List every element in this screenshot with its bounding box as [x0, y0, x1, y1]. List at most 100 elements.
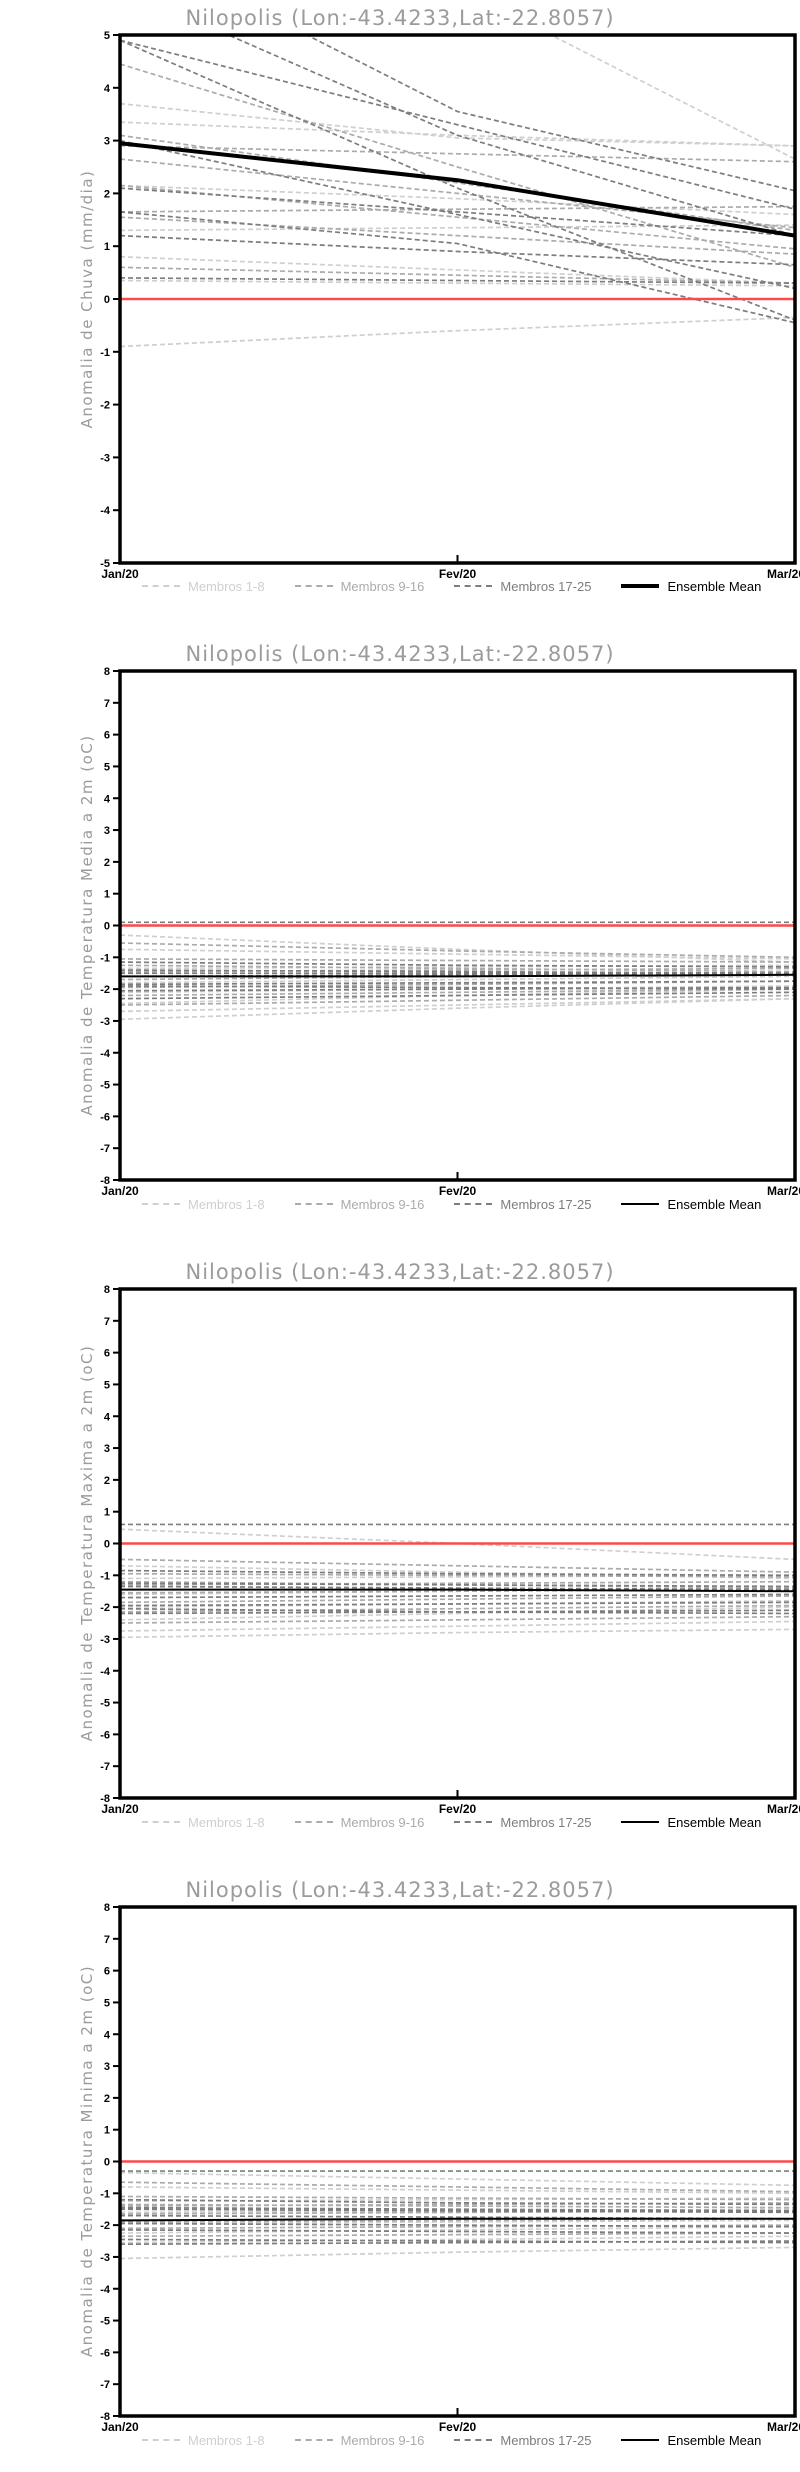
member-line — [120, 1601, 795, 1607]
member-line — [120, 134, 795, 232]
legend-item-members-9-16: Membros 9-16 — [294, 579, 424, 594]
y-tick-label: 7 — [104, 1316, 110, 1328]
y-tick-label: 0 — [104, 2157, 110, 2169]
member-line — [120, 2206, 795, 2212]
y-tick-label: -7 — [100, 1143, 110, 1155]
legend-label: Membros 17-25 — [500, 1196, 592, 1212]
legend-label: Membros 9-16 — [340, 1814, 425, 1830]
member-line — [120, 216, 795, 255]
y-tick-label: -1 — [100, 952, 110, 964]
y-tick-label: -6 — [100, 1111, 110, 1123]
plot-frame — [118, 1905, 797, 2418]
legend: Membros 1-8 Membros 9-16 Membros 17-25 E… — [142, 1196, 782, 1212]
y-tick-label: 5 — [104, 1379, 110, 1391]
member-line — [305, 35, 795, 192]
member-line — [120, 1604, 795, 1613]
member-line — [120, 139, 795, 290]
y-tick-label: -3 — [100, 452, 110, 464]
y-tick-label: 2 — [104, 857, 110, 869]
legend-item-ensemble-mean: Ensemble Mean — [621, 2433, 761, 2448]
member-line — [120, 39, 795, 321]
legend-item-members-9-16: Membros 9-16 — [294, 1814, 425, 1830]
plot-frame — [118, 33, 797, 565]
chart-block-min-temperature-anomaly: Nilopolis (Lon:-43.4233,Lat:-22.8057) An… — [0, 1854, 800, 2472]
member-line — [120, 1585, 795, 1591]
legend: Membros 1-8 Membros 9-16 Membros 17-25 E… — [142, 578, 782, 594]
x-tick-label: Fev/20 — [439, 2420, 477, 2434]
x-tick-label: Mar/20 — [767, 567, 800, 581]
y-tick-label: -7 — [100, 1761, 110, 1773]
member-line — [120, 988, 795, 997]
member-line — [120, 1582, 795, 1588]
legend: Membros 1-8 Membros 9-16 Membros 17-25 E… — [142, 2432, 782, 2448]
legend-item-members-17-25: Membros 17-25 — [454, 579, 591, 594]
ensemble-mean-line — [120, 2217, 795, 2222]
member-line — [120, 316, 795, 348]
chart-block-rain-anomaly: Nilopolis (Lon:-43.4233,Lat:-22.8057) An… — [0, 0, 800, 618]
y-tick-label: 1 — [104, 241, 110, 253]
legend-label: Membros 17-25 — [500, 2432, 592, 2448]
series-layer — [120, 1523, 795, 1639]
series-layer — [120, 2160, 795, 2260]
member-line — [120, 121, 795, 147]
dashed-line-swatch-icon — [294, 1821, 333, 1823]
legend-item-members-9-16: Membros 9-16 — [294, 1197, 424, 1212]
y-tick-label: -4 — [100, 2284, 111, 2296]
member-line — [120, 934, 795, 963]
member-line — [120, 2171, 795, 2187]
member-line — [120, 964, 795, 973]
member-line — [120, 2186, 795, 2195]
legend-label: Membros 17-25 — [500, 1814, 592, 1830]
x-tick-label: Mar/20 — [767, 1802, 800, 1816]
legend-item-ensemble-mean: Ensemble Mean — [621, 579, 761, 594]
member-line — [120, 948, 795, 960]
y-tick-label: 3 — [104, 825, 110, 837]
y-tick-label: 4 — [104, 1411, 111, 1423]
y-tick-label: 4 — [104, 2029, 111, 2041]
member-line — [120, 2229, 795, 2234]
legend-label: Membros 17-25 — [500, 578, 592, 594]
member-line — [120, 2232, 795, 2238]
y-tick-label: 3 — [104, 2061, 110, 2073]
y-tick-label: -2 — [100, 1602, 110, 1614]
y-tick-label: -5 — [100, 1698, 110, 1710]
legend-label: Ensemble Mean — [667, 1196, 762, 1212]
y-tick-label: 3 — [104, 136, 110, 148]
member-line — [120, 985, 795, 990]
member-line — [120, 975, 795, 984]
y-tick-label: 1 — [104, 2125, 110, 2137]
chart-title: Nilopolis (Lon:-43.4233,Lat:-22.8057) — [185, 6, 615, 30]
y-tick-label: -5 — [100, 558, 110, 570]
member-line — [120, 211, 795, 324]
member-line — [120, 2246, 795, 2260]
chart-block-max-temperature-anomaly: Nilopolis (Lon:-43.4233,Lat:-22.8057) An… — [0, 1236, 800, 1854]
legend-item-members-17-25: Membros 17-25 — [454, 1197, 591, 1212]
solid-line-swatch-icon — [621, 584, 660, 588]
dashed-line-swatch-icon — [454, 1821, 493, 1823]
y-tick-label: 2 — [104, 2093, 110, 2105]
legend-label: Ensemble Mean — [667, 1814, 762, 1830]
member-line — [120, 279, 795, 287]
member-line — [120, 2219, 795, 2225]
dashed-line-swatch-icon — [294, 2439, 333, 2441]
x-tick-label: Jan/20 — [101, 2420, 139, 2434]
y-tick-label: -8 — [100, 1793, 110, 1805]
legend-label: Membros 1-8 — [188, 1196, 265, 1212]
member-line — [120, 102, 795, 147]
member-line — [120, 158, 795, 229]
solid-line-swatch-icon — [621, 1203, 660, 1205]
plot-area: -8 -7 -6 -5 -4 -3 -2 -1 0 1 2 3 4 5 6 7 8 Jan/20 Fev/20 Mar… — [100, 1284, 800, 1816]
plot-area: -8 -7 -6 -5 -4 -3 -2 -1 0 1 2 3 4 5 6 7 8 Jan/20 Fev/20 Mar… — [100, 666, 800, 1198]
plot-area: -5 -4 -3 -2 -1 0 1 2 3 4 5 Jan/20 Fev/20 Mar/20 — [100, 30, 800, 581]
legend-item-members-9-16: Membros 9-16 — [294, 2433, 424, 2448]
x-tick-label: Fev/20 — [439, 1184, 477, 1198]
member-line — [120, 187, 795, 237]
member-line — [120, 2225, 795, 2234]
y-tick-label: 8 — [104, 1284, 110, 1296]
member-line — [120, 2203, 795, 2209]
x-tick-label: Jan/20 — [101, 1184, 139, 1198]
x-tick-label: Jan/20 — [101, 567, 139, 581]
member-line — [120, 980, 795, 986]
x-tick-label: Mar/20 — [767, 2420, 800, 2434]
